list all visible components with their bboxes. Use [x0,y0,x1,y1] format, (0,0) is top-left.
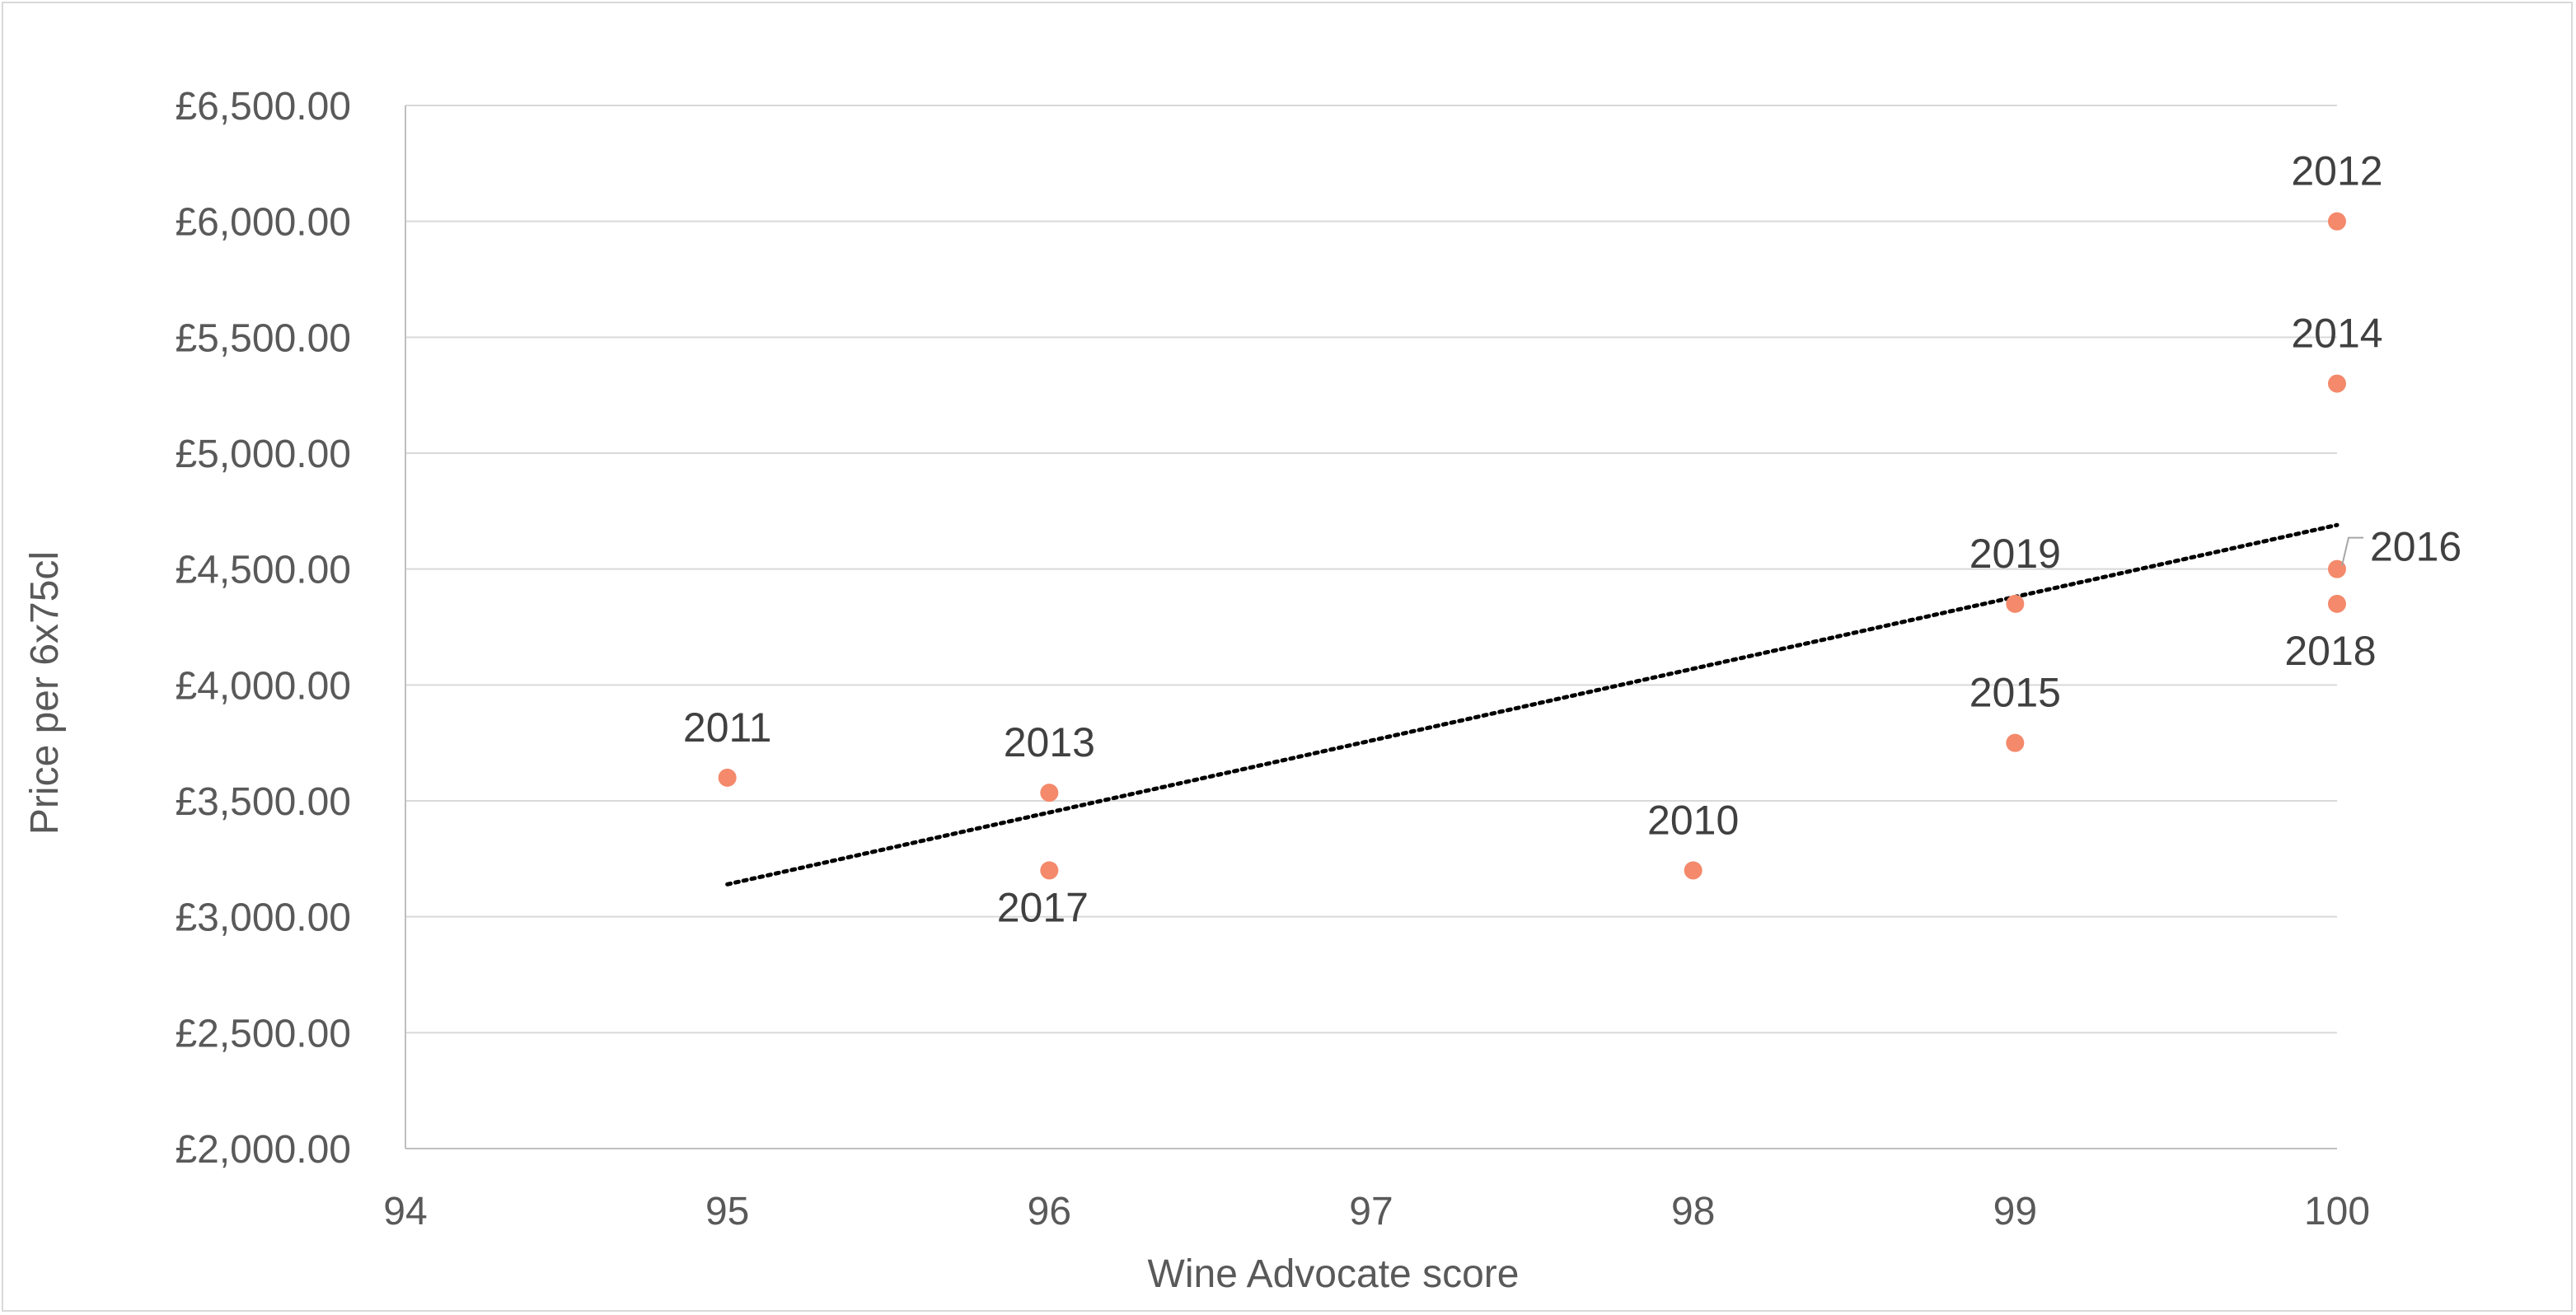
y-axis-title: Price per 6x75cl [23,551,67,835]
data-points [718,212,2346,880]
x-tick-label: 99 [1993,1190,2037,1233]
point-label-2010: 2010 [1647,797,1739,843]
point-label-2015: 2015 [1969,670,2061,716]
x-tick-label: 96 [1028,1190,1071,1233]
point-label-2017: 2017 [997,884,1089,930]
x-tick-label: 95 [705,1190,749,1233]
trendline-group [725,522,2339,887]
y-tick-label: £2,500.00 [175,1012,351,1055]
y-tick-label: £5,500.00 [175,316,351,360]
point-label-2018: 2018 [2284,628,2376,674]
x-tick-label: 94 [383,1190,427,1233]
point-label-2013: 2013 [1004,719,1095,765]
data-point-2011 [718,768,737,787]
data-point-2015 [2006,733,2025,752]
point-label-2019: 2019 [1969,531,2061,577]
y-tick-label: £2,000.00 [175,1128,351,1172]
y-tick-label: £6,500.00 [175,85,351,129]
point-label-2011: 2011 [683,704,772,751]
x-tick-label: 98 [1671,1190,1715,1233]
gridlines [405,105,2337,1034]
data-point-2013 [1040,784,1059,803]
point-label-2016: 2016 [2370,524,2461,570]
data-point-2014 [2328,374,2346,393]
y-tick-label: £6,000.00 [175,201,351,245]
data-point-2012 [2328,212,2346,231]
x-tick-label: 97 [1349,1190,1393,1233]
y-tick-label: £5,000.00 [175,433,351,476]
point-label-2012: 2012 [2291,148,2382,194]
axes [405,105,2337,1149]
x-tick-labels: 94 95 96 97 98 99 100 [383,1190,2370,1233]
leader-line [2341,536,2363,566]
data-point-2019 [2006,594,2025,613]
data-point-2017 [1040,861,1059,880]
y-tick-label: £3,500.00 [175,780,351,824]
y-tick-label: £3,000.00 [175,896,351,940]
data-point-2018 [2328,594,2346,613]
x-axis-title: Wine Advocate score [1148,1252,1520,1296]
point-label-2014: 2014 [2291,311,2382,357]
point-labels: 2010 2011 2012 2013 2014 2015 2016 2017 2018 2019 [683,148,2461,931]
trendline [725,522,2339,887]
data-point-2010 [1684,861,1703,880]
y-tick-label: £4,000.00 [175,664,351,708]
x-tick-label: 100 [2304,1190,2370,1233]
y-tick-labels: £2,000.00 £2,500.00 £3,000.00 £3,500.00 £4,0… [175,85,351,1172]
y-tick-label: £4,500.00 [175,549,351,592]
